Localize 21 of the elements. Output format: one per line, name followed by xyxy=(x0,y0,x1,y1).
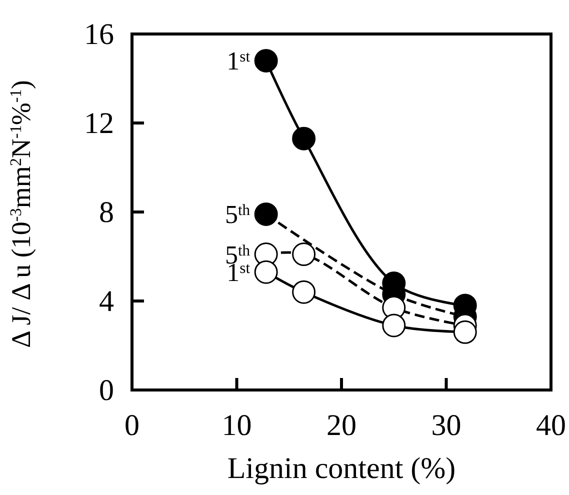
x-tick-label: 10 xyxy=(222,409,252,442)
y-tick-label: 16 xyxy=(84,18,114,51)
x-axis-title: Lignin content (%) xyxy=(227,452,456,485)
point xyxy=(292,126,316,150)
x-tick-label: 40 xyxy=(536,409,566,442)
point xyxy=(254,202,278,226)
series-label: 5$^{th}$ xyxy=(224,200,250,230)
y-tick-label: 0 xyxy=(99,374,114,407)
x-tick-label: 30 xyxy=(431,409,462,442)
point xyxy=(292,280,316,304)
point xyxy=(292,242,316,266)
point xyxy=(382,314,406,338)
y-tick-label: 8 xyxy=(99,196,114,229)
x-tick-label: 20 xyxy=(326,409,356,442)
point xyxy=(453,320,477,344)
x-tick-label: 0 xyxy=(124,409,140,442)
y-tick-label: 12 xyxy=(84,107,114,140)
y-tick-label: 4 xyxy=(99,285,114,318)
point xyxy=(254,48,278,72)
point xyxy=(254,260,278,284)
series-label: 1$^{st}$ xyxy=(226,46,251,76)
